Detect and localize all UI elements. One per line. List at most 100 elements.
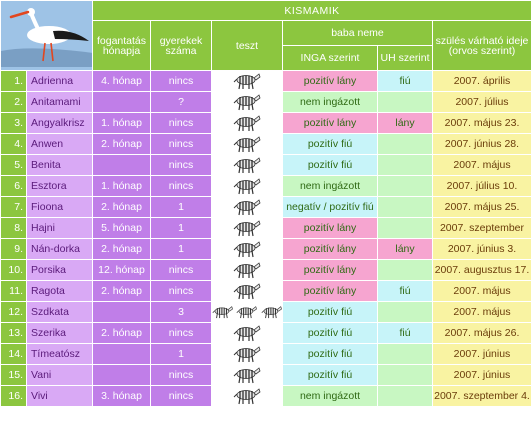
row-number: 3. xyxy=(0,112,27,134)
table-row: 15. Vani nincs pozitív fiú 2007. június xyxy=(0,364,531,386)
gender-inga: pozitív lány xyxy=(282,112,378,134)
table-body: 1. Adrienna 4. hónap nincs pozitív lány fiú 2… xyxy=(0,70,531,407)
row-number: 8. xyxy=(0,217,27,239)
table-row: 2. Anitamami? nem ingázott 2007. július xyxy=(0,91,531,113)
zebra-icon xyxy=(233,178,261,195)
conception-month: 2. hónap xyxy=(92,280,151,302)
zebra-icon xyxy=(233,346,261,363)
table-row: 7. Fioona 2. hónap 1 negatív / pozitív fiú 2… xyxy=(0,196,531,218)
due-date: 2007. április xyxy=(432,70,531,92)
row-number: 1. xyxy=(0,70,27,92)
children-count: nincs xyxy=(150,280,212,302)
test-cell xyxy=(211,217,283,239)
test-cell xyxy=(211,112,283,134)
zebra-icon xyxy=(236,306,258,319)
member-name: Nán-dorka xyxy=(26,238,93,260)
gender-uh xyxy=(377,385,433,407)
due-date: 2007. szeptember xyxy=(432,217,531,239)
member-name: Vivi xyxy=(26,385,93,407)
gender-inga: pozitív lány xyxy=(282,217,378,239)
conception-month: 1. hónap xyxy=(92,112,151,134)
table-row: 9. Nán-dorka 2. hónap 1 pozitív lány lány 200… xyxy=(0,238,531,260)
member-name: Benita xyxy=(26,154,93,176)
zebra-icon xyxy=(233,388,261,405)
row-number: 7. xyxy=(0,196,27,218)
table-row: 4. Anwen 2. hónap nincs pozitív fiú 2007. jú… xyxy=(0,133,531,155)
conception-month xyxy=(92,91,151,113)
test-cell xyxy=(211,301,283,323)
member-name: Fioona xyxy=(26,196,93,218)
member-name: Szdkata xyxy=(26,301,93,323)
member-name: Porsika xyxy=(26,259,93,281)
gender-inga: nem ingázott xyxy=(282,175,378,197)
zebra-icon xyxy=(233,94,261,111)
test-cell xyxy=(211,238,283,260)
member-name: Tímeatósz xyxy=(26,343,93,365)
kismamik-table: KISMAMIK fogantatás hónapja gyerekek szá… xyxy=(0,0,531,407)
gender-inga: pozitív lány xyxy=(282,259,378,281)
row-number: 9. xyxy=(0,238,27,260)
test-cell xyxy=(211,175,283,197)
table-row: 8. Hajni 5. hónap 1 pozitív lány 2007. szept… xyxy=(0,217,531,239)
row-number: 13. xyxy=(0,322,27,344)
due-date: 2007. május 23. xyxy=(432,112,531,134)
row-number: 11. xyxy=(0,280,27,302)
gender-uh xyxy=(377,217,433,239)
children-count: 1 xyxy=(150,217,212,239)
test-cell xyxy=(211,70,283,92)
conception-month: 1. hónap xyxy=(92,175,151,197)
conception-month: 2. hónap xyxy=(92,196,151,218)
gender-inga: pozitív fiú xyxy=(282,301,378,323)
member-name: Esztora xyxy=(26,175,93,197)
member-name: Vani xyxy=(26,364,93,386)
children-count: 1 xyxy=(150,238,212,260)
children-count: nincs xyxy=(150,364,212,386)
test-cell xyxy=(211,343,283,365)
row-number: 16. xyxy=(0,385,27,407)
row-number: 2. xyxy=(0,91,27,113)
gender-inga: negatív / pozitív fiú xyxy=(282,196,378,218)
gender-uh: fiú xyxy=(377,70,433,92)
zebra-icon xyxy=(233,367,261,384)
children-count: 1 xyxy=(150,196,212,218)
conception-month: 2. hónap xyxy=(92,322,151,344)
test-cell xyxy=(211,196,283,218)
table-row: 13. Szerika 2. hónap nincs pozitív fiú fiú 20… xyxy=(0,322,531,344)
zebra-icon xyxy=(212,306,233,319)
member-name: Hajni xyxy=(26,217,93,239)
test-cell xyxy=(211,385,283,407)
gender-uh xyxy=(377,196,433,218)
gender-uh xyxy=(377,133,433,155)
member-name: Adrienna xyxy=(26,70,93,92)
member-name: Szerika xyxy=(26,322,93,344)
children-count: 3 xyxy=(150,301,212,323)
col-gender-header: baba neme xyxy=(282,20,433,46)
zebra-icon xyxy=(261,306,282,319)
due-date: 2007. június 28. xyxy=(432,133,531,155)
table-row: 10. Porsika 12. hónap nincs pozitív lány 200… xyxy=(0,259,531,281)
gender-uh xyxy=(377,175,433,197)
zebra-icon xyxy=(233,157,261,174)
col-children-header: gyerekek száma xyxy=(150,20,212,71)
table-row: 3. Angyalkrisz 1. hónap nincs pozitív lány l… xyxy=(0,112,531,134)
table-row: 12. Szdkata 3 pozitív fiú 2007. május xyxy=(0,301,531,323)
gender-inga: pozitív fiú xyxy=(282,154,378,176)
due-date: 2007. június xyxy=(432,364,531,386)
due-date: 2007. július xyxy=(432,91,531,113)
children-count: nincs xyxy=(150,322,212,344)
conception-month: 2. hónap xyxy=(92,238,151,260)
col-month-header: fogantatás hónapja xyxy=(92,20,151,71)
gender-inga: pozitív lány xyxy=(282,70,378,92)
due-date: 2007. május 25. xyxy=(432,196,531,218)
gender-uh xyxy=(377,91,433,113)
row-number: 10. xyxy=(0,259,27,281)
col-test-header: teszt xyxy=(211,20,283,71)
children-count: 1 xyxy=(150,343,212,365)
gender-inga: pozitív lány xyxy=(282,280,378,302)
children-count: nincs xyxy=(150,112,212,134)
test-cell xyxy=(211,133,283,155)
conception-month: 4. hónap xyxy=(92,70,151,92)
table-row: 1. Adrienna 4. hónap nincs pozitív lány fiú 2… xyxy=(0,70,531,92)
due-date: 2007. május xyxy=(432,301,531,323)
gender-uh xyxy=(377,364,433,386)
